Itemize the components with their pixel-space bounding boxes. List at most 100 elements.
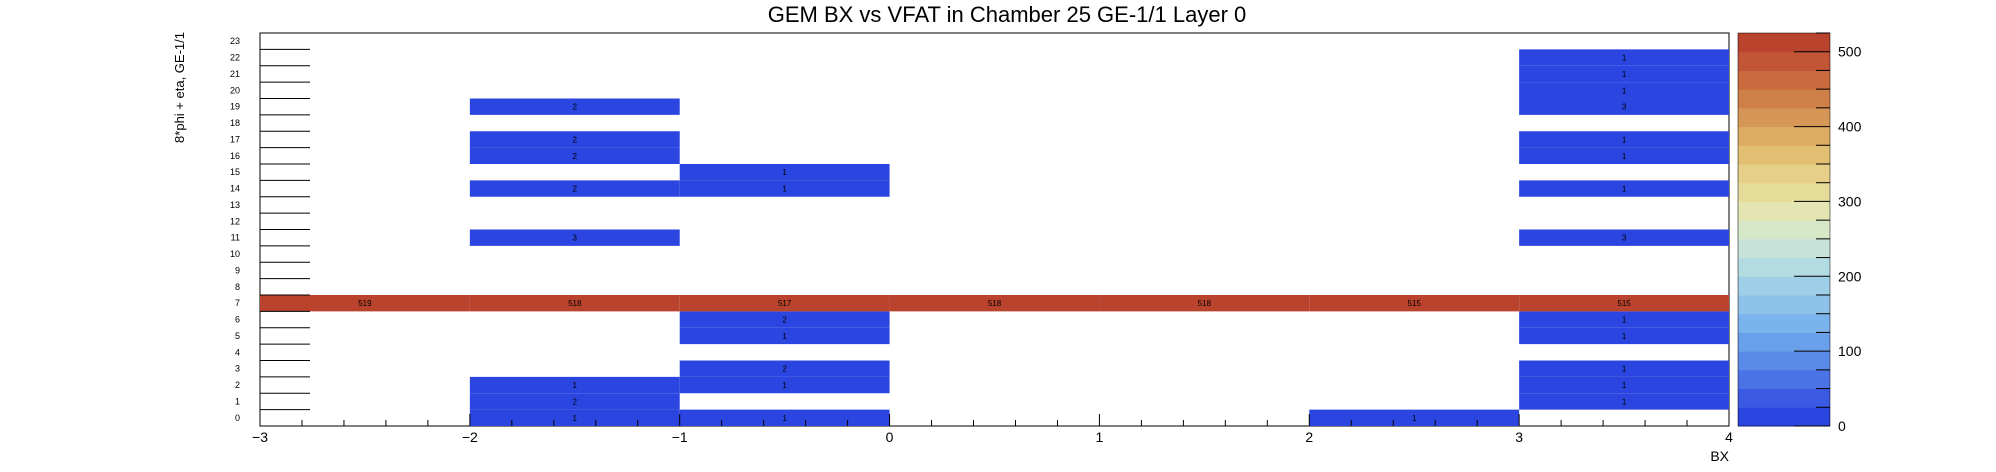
cell-value-label: 2 — [782, 365, 787, 374]
color-scale-band — [1738, 295, 1830, 315]
color-scale-band — [1738, 276, 1830, 296]
heatmap-cell — [469, 295, 680, 312]
y-tick-label: 7 — [235, 298, 240, 308]
x-tick-label: −1 — [672, 429, 688, 445]
heatmap-cell — [679, 295, 890, 312]
color-scale-band — [1738, 313, 1830, 333]
cell-value-label: 515 — [1408, 299, 1422, 308]
cell-value-label: 1 — [1622, 152, 1627, 161]
color-scale-band — [1738, 369, 1830, 390]
x-tick-label: −3 — [252, 429, 268, 445]
cell-value-label: 1 — [782, 381, 787, 390]
cell-value-label: 2 — [573, 397, 578, 406]
x-tick-label: 1 — [1096, 429, 1104, 445]
y-tick-label: 16 — [230, 151, 240, 161]
y-tick-label: 12 — [230, 216, 240, 226]
color-scale-band — [1738, 220, 1830, 240]
heatmap-cell — [1519, 311, 1729, 328]
y-tick-label: 13 — [230, 200, 240, 210]
y-tick-label: 15 — [230, 167, 240, 177]
heatmap-cell — [1519, 82, 1729, 99]
heatmap-cell — [1519, 49, 1729, 66]
cell-value-label: 1 — [573, 381, 578, 390]
cell-value-label: 1 — [1622, 70, 1627, 79]
heatmap-cell — [1519, 393, 1729, 410]
color-scale-tick-label: 400 — [1838, 119, 1862, 135]
y-tick-label: 20 — [230, 85, 240, 95]
cell-value-label: 2 — [573, 152, 578, 161]
y-tick-label: 2 — [235, 380, 240, 390]
cell-value-label: 1 — [782, 414, 787, 423]
y-tick-label: 6 — [235, 315, 240, 325]
cell-value-label: 1 — [1412, 414, 1417, 423]
y-tick-label: 11 — [231, 233, 240, 243]
color-scale-band — [1738, 407, 1830, 427]
cell-value-label: 515 — [1617, 299, 1631, 308]
heatmap-cell — [1519, 360, 1729, 377]
heatmap-cell — [469, 147, 680, 164]
heatmap-cell — [679, 360, 890, 377]
cell-value-label: 1 — [573, 414, 578, 423]
heatmap-cell — [1099, 295, 1310, 312]
color-scale-band — [1738, 201, 1830, 221]
color-scale-band — [1738, 107, 1830, 128]
heatmap-cell — [679, 409, 890, 426]
chart-title: GEM BX vs VFAT in Chamber 25 GE-1/1 Laye… — [768, 2, 1247, 27]
y-tick-label: 23 — [230, 36, 240, 46]
heatmap-cell — [1519, 327, 1729, 345]
heatmap-cell — [679, 376, 890, 394]
cell-value-label: 1 — [782, 332, 787, 341]
color-scale-band — [1738, 257, 1830, 277]
y-axis-label: 8*phi + eta, GE-1/1 — [172, 32, 187, 143]
heatmap-cell — [1519, 180, 1729, 197]
y-tick-label: 1 — [235, 396, 240, 406]
x-tick-label: 0 — [886, 429, 894, 445]
heatmap-cell — [469, 98, 680, 115]
color-scale-band — [1738, 182, 1830, 202]
heatmap-cell — [1519, 65, 1729, 83]
x-axis-label: BX — [1710, 448, 1729, 464]
color-scale-band — [1738, 51, 1830, 71]
heatmap-cell — [1519, 229, 1729, 246]
color-scale-band — [1738, 388, 1830, 408]
y-tick-label: 3 — [235, 364, 240, 374]
y-tick-label: 17 — [230, 134, 240, 144]
color-scale-tick-label: 200 — [1838, 268, 1862, 284]
color-scale-band — [1738, 70, 1830, 90]
y-tick-label: 8 — [235, 282, 240, 292]
heatmap-cell — [1519, 295, 1729, 312]
color-scale-band — [1738, 33, 1830, 53]
cell-value-label: 1 — [1622, 185, 1627, 194]
color-scale-band — [1738, 89, 1830, 109]
color-scale-band — [1738, 145, 1830, 165]
cell-value-label: 517 — [778, 299, 792, 308]
color-scale-band — [1738, 126, 1830, 146]
cell-value-label: 1 — [1622, 332, 1627, 341]
color-scale-band — [1738, 332, 1830, 352]
y-tick-label: 5 — [235, 331, 240, 341]
y-tick-label: 19 — [230, 102, 240, 112]
color-scale-band — [1738, 351, 1830, 371]
color-scale-frame — [1737, 32, 1831, 427]
cell-value-label: 2 — [782, 316, 787, 325]
x-tick-label: 2 — [1305, 429, 1313, 445]
heatmap-cell — [679, 180, 890, 197]
y-tick-label: 10 — [230, 249, 240, 259]
y-tick-label: 14 — [230, 184, 240, 194]
cell-value-label: 1 — [1622, 54, 1627, 63]
y-tick-label: 0 — [235, 413, 240, 423]
heatmap-cell — [679, 311, 890, 328]
y-tick-label: 21 — [230, 69, 240, 79]
heatmap-cell — [469, 409, 680, 426]
cell-value-label: 519 — [358, 299, 372, 308]
cell-value-label: 1 — [782, 185, 787, 194]
heatmap-cell — [1519, 376, 1729, 394]
x-tick-label: 3 — [1515, 429, 1523, 445]
cell-value-label: 518 — [568, 299, 582, 308]
heatmap-cell — [679, 164, 890, 181]
heatmap-cell — [469, 393, 680, 410]
heatmap-cell — [1309, 409, 1520, 426]
heatmap-cell — [469, 229, 680, 246]
